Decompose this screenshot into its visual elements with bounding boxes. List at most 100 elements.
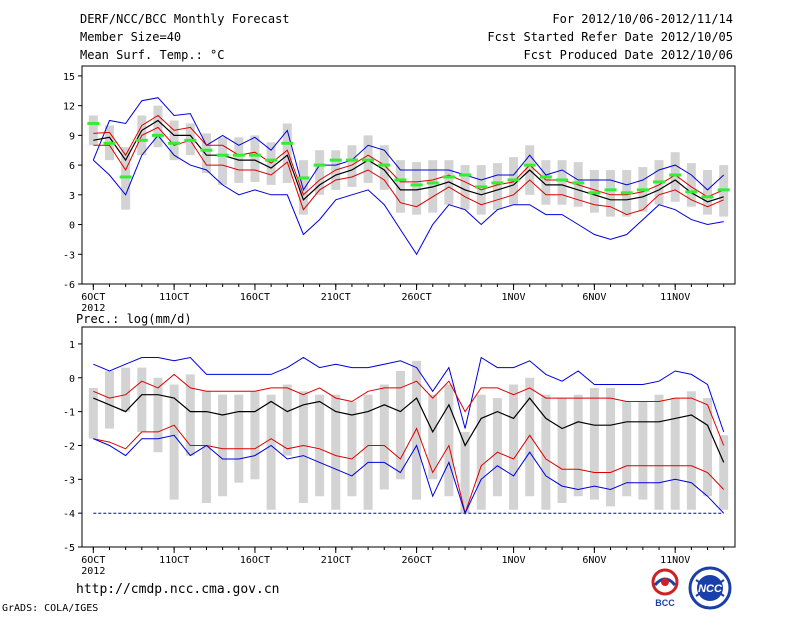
temp-median-16 [329,158,342,162]
fcst-produced-date: Fcst Produced Date 2012/10/06 [523,48,733,62]
temp-median-14 [297,176,310,180]
prec-box-17 [347,401,357,497]
temp-median-18 [362,158,375,162]
prec-series-lower [93,424,725,516]
prec-xtick-label-0: 6OCT [81,555,105,566]
temp-median-15 [313,163,326,167]
prec-ytick-label-3: -2 [63,441,75,452]
fcst-started-date: Fcst Started Refer Date 2012/10/05 [487,30,733,44]
temp-box-21 [412,162,422,215]
temp-xtick-label-4: 26OCT [402,292,432,303]
forecast-period: For 2012/10/06-2012/11/14 [552,12,733,26]
prec-box-26 [492,398,502,497]
temp-box-33 [606,170,616,217]
temp-median-40 [717,188,730,192]
temp-median-19 [378,163,391,167]
prec-ytick-label-5: 0 [69,374,75,385]
prec-box-23 [444,384,454,497]
temp-ytick-label-7: 15 [63,72,75,83]
prec-box-8 [201,391,211,503]
temp-year-label: 2012 [81,303,105,314]
temp-median-7 [184,138,197,142]
prec-series-mean [93,394,725,463]
source-url: http://cmdp.ncc.cma.gov.cn [76,582,280,597]
ncc-logo: NCC [688,566,732,610]
grads-credit: GrADS: COLA/IGES [2,603,99,614]
temp-median-10 [232,153,245,157]
temp-ytick-label-1: -3 [63,250,75,261]
temp-median-24 [459,173,472,177]
temp-median-22 [426,181,439,185]
bcc-logo-text: BCC [655,598,675,608]
temp-median-5 [151,133,164,137]
temp-median-23 [442,175,455,179]
prec-box-40 [719,435,729,510]
temp-median-9 [216,153,229,157]
prec-box-38 [686,391,696,510]
temp-xtick-label-6: 6NOV [582,292,606,303]
prec-box-13 [282,384,292,456]
prec-box-3 [121,367,131,412]
temp-ytick-label-4: 6 [69,161,75,172]
prec-ytick-label-2: -3 [63,475,75,486]
prec-xtick-label-1: 11OCT [159,555,189,566]
temp-box-13 [282,123,292,183]
temp-box-14 [298,160,308,215]
prec-box-18 [363,394,373,510]
temp-median-27 [507,178,520,182]
prec-box-14 [298,391,308,503]
temp-median-37 [669,173,682,177]
prec-xtick-label-7: 11NOV [660,555,690,566]
variable-label: Mean Surf. Temp.: °C [80,48,225,62]
temp-box-30 [557,160,567,205]
prec-xtick-label-2: 16OCT [240,555,270,566]
temp-ytick-label-5: 9 [69,131,75,142]
temp-box-11 [250,135,260,182]
temp-median-3 [119,175,132,179]
temp-box-20 [395,160,405,213]
temp-median-38 [685,190,698,194]
prec-plot-frame [81,326,736,548]
temp-series-mean [93,119,724,203]
temperature-panel: -6 -3 0 3 6 9 12 15 6OCT 11OCT 16OCT 21OCT 26OCT 1NOV… [63,65,736,314]
temp-median-25 [475,185,488,189]
bcc-logo: BCC [643,565,687,609]
temp-median-2 [103,141,116,145]
temp-box-19 [379,145,389,190]
prec-box-20 [395,371,405,480]
temp-xtick-label-7: 11NOV [660,292,690,303]
temp-xtick-label-5: 1NOV [502,292,526,303]
prec-series-max [93,356,725,433]
temp-median-28 [523,163,536,167]
temp-box-15 [315,150,325,195]
temp-box-9 [218,137,228,185]
prec-xtick-label-6: 6NOV [582,555,606,566]
temp-median-21 [410,183,423,187]
temp-median-36 [653,180,666,184]
prec-ytick-label-6: 1 [69,340,75,351]
prec-box-5 [153,377,163,453]
temp-box-29 [541,160,551,205]
temp-median-17 [345,158,358,162]
temp-xtick-label-0: 6OCT [81,292,105,303]
temp-box-39 [703,170,713,215]
temp-median-4 [135,138,148,142]
prec-box-31 [573,394,583,497]
chart-title: DERF/NCC/BCC Monthly Forecast [80,12,290,26]
prec-box-9 [218,394,228,497]
prec-ytick-label-1: -4 [63,509,75,520]
prec-series-upper [93,373,725,446]
prec-box-6 [169,384,179,500]
temp-median-33 [604,188,617,192]
temp-median-35 [636,188,649,192]
prec-box-22 [428,394,438,480]
prec-box-37 [670,398,680,510]
prec-year-label: 2012 [81,566,105,577]
temp-box-24 [460,165,470,210]
temp-box-8 [201,133,211,174]
temp-box-38 [686,163,696,207]
temp-median-8 [200,148,213,152]
temp-box-37 [670,152,680,202]
prec-xtick-label-5: 1NOV [502,555,526,566]
